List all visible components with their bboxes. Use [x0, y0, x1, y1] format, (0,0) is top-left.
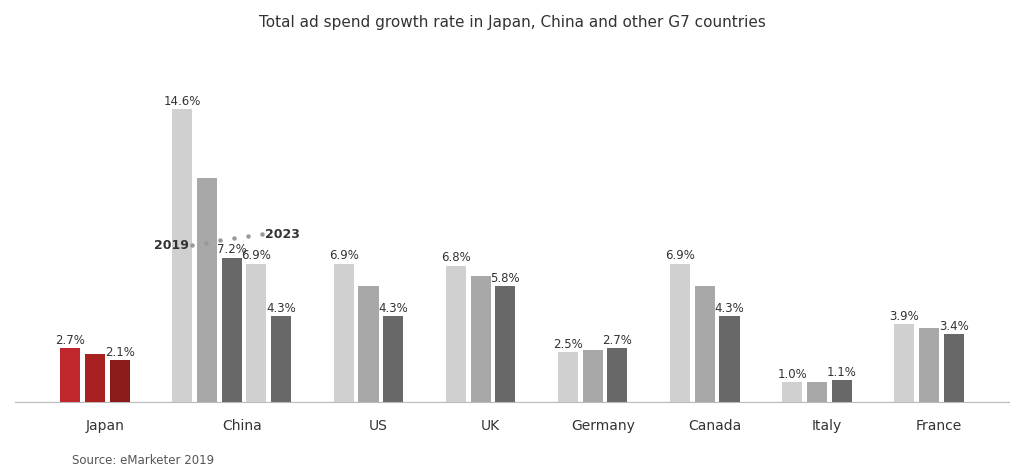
- Bar: [607, 348, 628, 403]
- Text: 2.1%: 2.1%: [104, 345, 134, 358]
- Text: Source: eMarketer 2019: Source: eMarketer 2019: [72, 454, 214, 466]
- Bar: [558, 352, 579, 403]
- Bar: [807, 383, 827, 403]
- Text: 4.3%: 4.3%: [378, 301, 408, 314]
- Text: 6.9%: 6.9%: [666, 249, 695, 262]
- Bar: [782, 383, 803, 403]
- Bar: [221, 258, 242, 403]
- Text: 4.3%: 4.3%: [715, 301, 744, 314]
- Bar: [670, 264, 690, 403]
- Text: 2.7%: 2.7%: [55, 333, 85, 346]
- Text: 2019: 2019: [155, 239, 189, 252]
- Bar: [583, 350, 603, 403]
- Text: 2.7%: 2.7%: [602, 333, 633, 346]
- Bar: [831, 380, 852, 403]
- Bar: [110, 360, 130, 403]
- Text: 1.0%: 1.0%: [777, 367, 807, 380]
- Bar: [358, 287, 379, 403]
- Bar: [172, 110, 193, 403]
- Text: 3.4%: 3.4%: [939, 319, 969, 332]
- Text: 7.2%: 7.2%: [217, 243, 247, 256]
- Text: 14.6%: 14.6%: [164, 95, 201, 108]
- Text: 6.9%: 6.9%: [242, 249, 271, 262]
- Text: 1.1%: 1.1%: [826, 365, 856, 378]
- Bar: [720, 317, 739, 403]
- Text: 5.8%: 5.8%: [490, 271, 520, 284]
- Text: 6.9%: 6.9%: [329, 249, 358, 262]
- Bar: [383, 317, 403, 403]
- Bar: [445, 266, 466, 403]
- Bar: [197, 178, 217, 403]
- Title: Total ad spend growth rate in Japan, China and other G7 countries: Total ad spend growth rate in Japan, Chi…: [259, 15, 765, 30]
- Bar: [247, 264, 266, 403]
- Bar: [334, 264, 354, 403]
- Text: 6.8%: 6.8%: [441, 251, 471, 264]
- Bar: [694, 287, 715, 403]
- Bar: [919, 328, 939, 403]
- Text: 3.9%: 3.9%: [890, 309, 920, 322]
- Bar: [470, 277, 490, 403]
- Bar: [271, 317, 291, 403]
- Bar: [85, 355, 105, 403]
- Text: 4.3%: 4.3%: [266, 301, 296, 314]
- Bar: [60, 348, 80, 403]
- Bar: [944, 335, 964, 403]
- Text: 2023: 2023: [265, 228, 300, 241]
- Bar: [496, 287, 515, 403]
- Text: 2.5%: 2.5%: [553, 337, 583, 350]
- Bar: [894, 325, 914, 403]
